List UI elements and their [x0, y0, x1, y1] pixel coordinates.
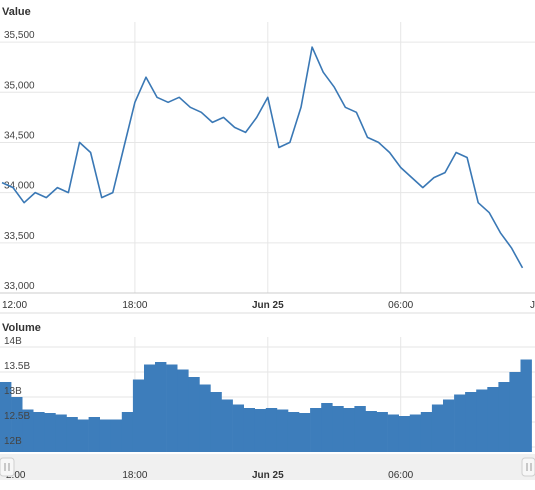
volume-bar [287, 412, 300, 452]
volume-bar [365, 411, 377, 452]
volume-bar [132, 379, 145, 452]
volume-y-tick-label: 12.5B [4, 411, 30, 422]
volume-bar [0, 382, 12, 452]
volume-bar [431, 404, 444, 452]
time-navigator[interactable]: 2:00 18:00 Jun 25 06:00 [0, 454, 535, 481]
volume-bar [254, 409, 267, 452]
volume-bar [221, 399, 233, 452]
volume-bar [232, 404, 244, 452]
volume-bars [0, 359, 532, 452]
price-series-line [1, 46, 524, 269]
price-y-tick-label: 35,500 [4, 30, 35, 41]
volume-panel-title: Volume [2, 322, 41, 334]
volume-bar [243, 408, 255, 452]
volume-bar [199, 384, 211, 452]
volume-y-tick-label: 14B [4, 336, 22, 347]
price-y-tick-label: 33,500 [4, 231, 35, 242]
price-x-axis: 12:00 18:00 Jun 25 06:00 J [2, 300, 535, 311]
navigator-right-handle[interactable] [521, 457, 535, 477]
volume-bar [343, 408, 355, 452]
volume-bar [99, 419, 112, 452]
navigator-x-tick-label: 18:00 [122, 470, 147, 481]
volume-bar [11, 397, 23, 452]
volume-y-tick-label: 13.5B [4, 361, 30, 372]
volume-bar [44, 413, 56, 452]
volume-y-tick-label: 13B [4, 386, 22, 397]
navigator-x-axis: 2:00 18:00 Jun 25 06:00 [6, 470, 414, 481]
volume-bar [55, 414, 67, 452]
volume-bar [465, 392, 477, 452]
price-panel: Value 33,000 33,500 34,000 34,500 35,000 35,5… [0, 6, 535, 311]
volume-bar [177, 369, 189, 452]
price-y-tick-label: 34,500 [4, 130, 35, 141]
price-gridlines [0, 22, 535, 294]
volume-bar [398, 416, 411, 452]
volume-bar [210, 392, 222, 452]
volume-bar [443, 399, 455, 452]
volume-bar [188, 377, 200, 452]
volume-bar [509, 372, 521, 452]
price-x-tick-label: J [530, 300, 535, 311]
navigator-x-tick-label: 2:00 [6, 470, 26, 481]
volume-bar [409, 414, 422, 452]
volume-bar [33, 412, 45, 452]
volume-bar [476, 389, 488, 452]
volume-bar [332, 406, 344, 452]
volume-bar [265, 408, 278, 452]
price-y-axis: 33,000 33,500 34,000 34,500 35,000 35,500 [4, 30, 35, 292]
price-y-tick-label: 33,000 [4, 281, 35, 292]
volume-bar [420, 412, 433, 452]
volume-y-tick-label: 12B [4, 436, 22, 447]
volume-bar [276, 409, 289, 452]
volume-bar [354, 406, 366, 452]
navigator-left-handle[interactable] [0, 457, 15, 477]
price-x-tick-label: 12:00 [2, 300, 27, 311]
price-x-tick-label: 06:00 [388, 300, 413, 311]
volume-bar [77, 419, 89, 452]
navigator-x-tick-label: 06:00 [388, 470, 413, 481]
volume-bar [299, 413, 311, 452]
price-x-tick-label: Jun 25 [252, 300, 284, 311]
volume-bar [321, 403, 333, 452]
volume-bar [144, 364, 156, 452]
navigator-x-tick-label: Jun 25 [252, 470, 284, 481]
volume-bar [155, 362, 167, 452]
volume-bar [454, 394, 466, 452]
volume-bar [487, 387, 499, 452]
volume-bar [121, 412, 134, 452]
volume-bar [376, 412, 388, 452]
volume-bar [498, 382, 510, 452]
volume-y-axis: 12B 12.5B 13B 13.5B 14B [4, 336, 30, 447]
volume-bar [387, 414, 399, 452]
price-y-tick-label: 34,000 [4, 181, 35, 192]
navigator-track[interactable] [0, 454, 535, 480]
volume-panel: Volume 12B 12.5B 13B 13.5B 14B [0, 322, 535, 452]
volume-bar [66, 417, 78, 452]
volume-bar [88, 417, 100, 452]
price-panel-title: Value [2, 6, 31, 18]
volume-bar [520, 359, 532, 452]
price-y-tick-label: 35,000 [4, 80, 35, 91]
volume-bar [110, 419, 123, 452]
volume-bar [22, 409, 34, 452]
volume-bar [166, 364, 178, 452]
volume-bar [310, 408, 322, 452]
price-x-tick-label: 18:00 [122, 300, 147, 311]
